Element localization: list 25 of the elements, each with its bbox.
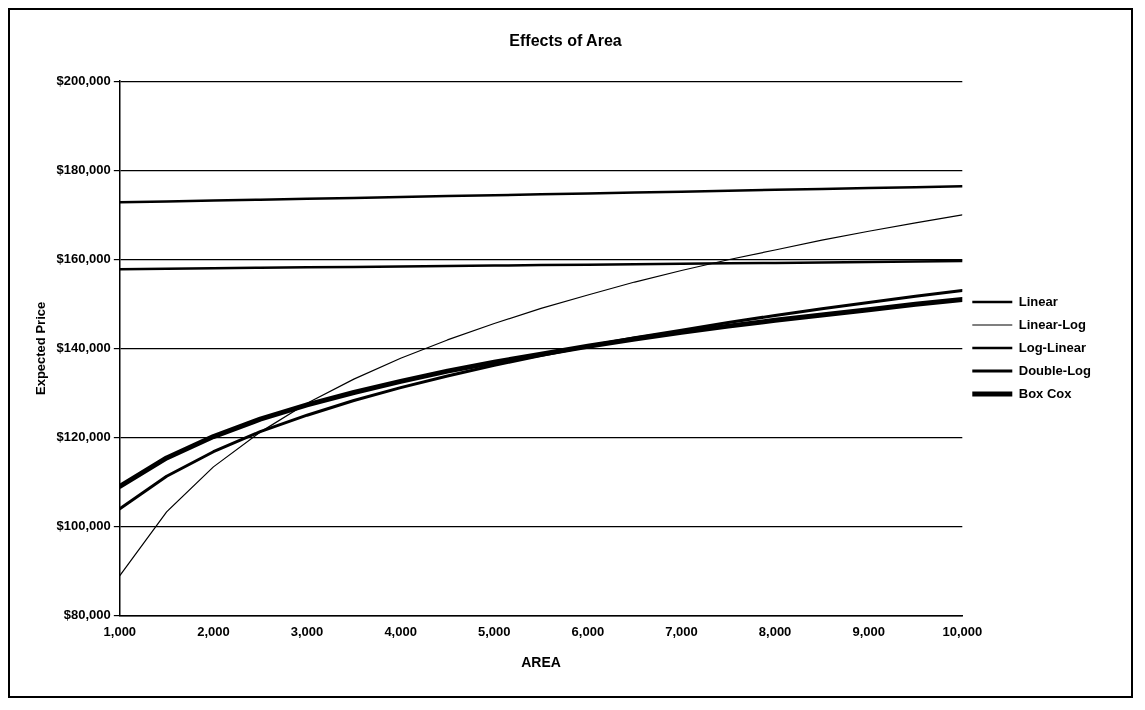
y-tick-label: $100,000 (56, 518, 111, 534)
y-tick-label: $140,000 (56, 339, 111, 355)
x-tick-label: 2,000 (197, 623, 230, 639)
y-tick-label: $160,000 (56, 250, 111, 266)
x-tick-label: 6,000 (571, 623, 605, 639)
x-tick-label: 10,000 (942, 623, 983, 639)
x-tick-label: 4,000 (384, 623, 417, 639)
legend-label: Linear-Log (1018, 316, 1087, 332)
y-tick-label: $200,000 (56, 72, 111, 88)
chart-title: Effects of Area (509, 32, 622, 50)
x-tick-label: 7,000 (665, 623, 698, 639)
legend-label: Box Cox (1018, 385, 1073, 401)
x-axis-title: AREA (521, 654, 561, 671)
y-tick-label: $180,000 (56, 161, 111, 177)
x-tick-label: 1,000 (103, 623, 137, 639)
x-tick-label: 9,000 (852, 623, 885, 639)
legend-label: Log-Linear (1018, 339, 1086, 355)
legend-label: Double-Log (1018, 362, 1092, 378)
x-tick-label: 3,000 (290, 623, 324, 639)
x-tick-label: 5,000 (477, 623, 511, 639)
y-tick-label: $80,000 (63, 607, 111, 623)
y-tick-label: $120,000 (56, 429, 111, 445)
x-tick-label: 8,000 (758, 623, 792, 639)
y-axis-title: Expected Price (33, 301, 49, 396)
legend-label: Linear (1018, 293, 1058, 309)
